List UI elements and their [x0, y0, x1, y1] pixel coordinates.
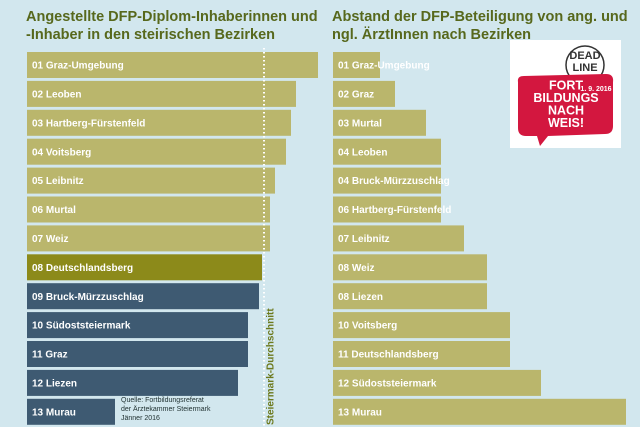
bar: [333, 167, 441, 194]
bar-label: 04 Bruck-Mürzzuschlag: [338, 176, 450, 187]
bar-label: 09 Bruck-Mürzzuschlag: [32, 292, 144, 303]
bar: [27, 138, 286, 165]
bar: [27, 109, 291, 136]
logo-text: WEIS!: [548, 116, 584, 130]
bar: [333, 138, 441, 165]
bar: [333, 369, 541, 396]
logo-bubble: [517, 74, 614, 146]
bar-label: 02 Graz: [338, 90, 374, 101]
bar-label: 04 Voitsberg: [32, 147, 91, 158]
bar: [27, 283, 259, 310]
bar-label: 08 Deutschlandsberg: [32, 263, 133, 274]
bar-label: 03 Murtal: [338, 118, 382, 129]
source-note: Quelle: Fortbildungsreferat: [121, 397, 204, 404]
logo-text: NACH: [548, 103, 584, 117]
bar: [333, 312, 510, 339]
bar: [333, 109, 426, 136]
bar-label: 11 Deutschlandsberg: [338, 350, 439, 361]
bar-label: 04 Leoben: [338, 147, 387, 158]
chart-title: Abstand der DFP-Beteiligung von ang. und: [332, 9, 628, 25]
bar: [27, 341, 248, 367]
bar: [27, 52, 318, 78]
bar-label: 10 Südoststeiermark: [32, 321, 131, 332]
bar: [333, 341, 510, 367]
bar: [27, 312, 248, 339]
bar-label: 01 Graz-Umgebung: [32, 61, 124, 72]
logo-date: 1. 9. 2016: [580, 86, 611, 93]
bar: [333, 283, 487, 310]
logo-deadline: LINE: [572, 62, 597, 74]
bar-label: 05 Leibnitz: [32, 176, 84, 187]
logo-deadline: DEAD: [569, 50, 600, 62]
bar: [333, 398, 626, 425]
bar-label: 08 Weiz: [338, 263, 375, 274]
bar: [333, 196, 441, 223]
bar-label: 13 Murau: [338, 407, 382, 418]
bar: [27, 254, 262, 281]
bar: [27, 167, 275, 194]
bar: [27, 80, 296, 107]
bar: [333, 52, 380, 78]
bar-label: 07 Weiz: [32, 234, 69, 245]
bar-label: 11 Graz: [32, 350, 68, 361]
bar: [27, 398, 115, 425]
bar-label: 03 Hartberg-Fürstenfeld: [32, 118, 145, 129]
bar: [333, 225, 464, 252]
bar-label: 12 Liezen: [32, 379, 77, 390]
bar: [27, 196, 270, 223]
bar-label: 08 Liezen: [338, 292, 383, 303]
bar-label: 06 Murtal: [32, 205, 76, 216]
chart-title: ngl. ÄrztInnen nach Bezirken: [332, 26, 531, 43]
reference-label: Steiermark-Durchschnitt: [266, 308, 277, 425]
bar-label: 07 Leibnitz: [338, 234, 390, 245]
bar: [27, 369, 238, 396]
chart-title: Angestellte DFP-Diplom-Inhaberinnen und: [26, 9, 318, 25]
bar-label: 01 Graz-Umgebung: [338, 61, 430, 72]
bar-label: 10 Voitsberg: [338, 321, 397, 332]
bar-label: 12 Südoststeiermark: [338, 379, 437, 390]
source-note: Jänner 2016: [121, 415, 160, 422]
chart-title: -Inhaber in den steirischen Bezirken: [26, 27, 275, 43]
source-note: der Ärztekammer Steiermark: [121, 405, 211, 413]
bar-label: 02 Leoben: [32, 90, 81, 101]
bar: [333, 80, 395, 107]
logo-text: BILDUNGS: [533, 91, 598, 105]
bar: [333, 254, 487, 281]
bar-label: 06 Hartberg-Fürstenfeld: [338, 205, 451, 216]
bar: [27, 225, 270, 252]
bar-label: 13 Murau: [32, 407, 76, 418]
logo-text: FORT: [549, 78, 583, 92]
